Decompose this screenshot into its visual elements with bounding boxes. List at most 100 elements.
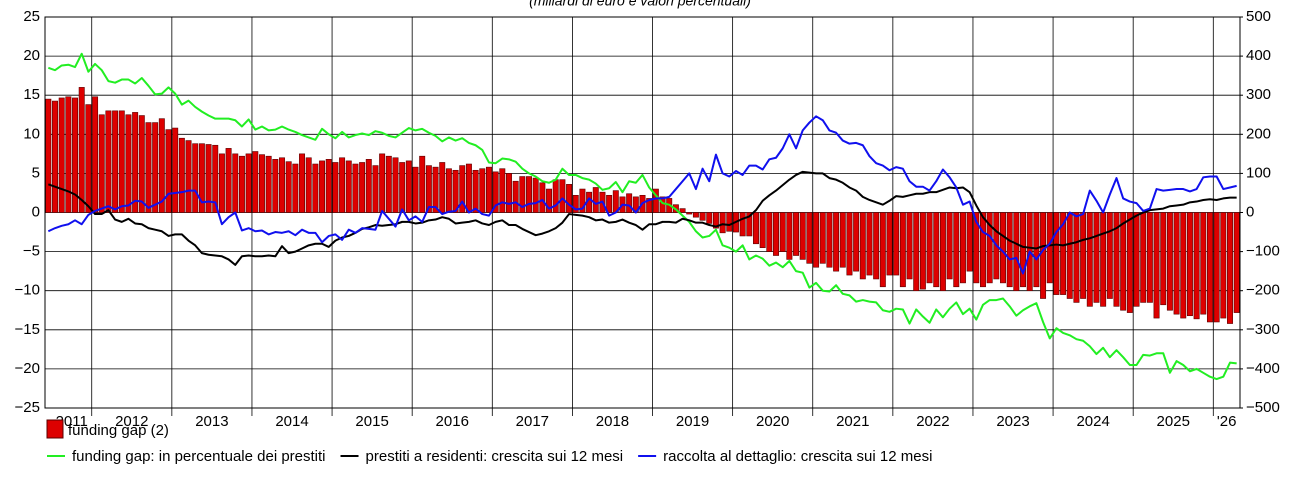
bar xyxy=(552,179,559,213)
bar xyxy=(1060,212,1067,295)
bar xyxy=(305,157,312,213)
bar xyxy=(479,168,486,213)
bar xyxy=(959,212,966,284)
y-tick-label: 25 xyxy=(23,8,40,25)
bar xyxy=(939,212,946,291)
bar xyxy=(926,212,933,284)
bar xyxy=(105,110,112,213)
bar xyxy=(1233,212,1240,313)
bar xyxy=(459,165,466,213)
bar xyxy=(946,212,953,280)
y-tick-label: −15 xyxy=(15,321,40,338)
bar xyxy=(559,179,566,213)
bar xyxy=(399,162,406,213)
bar xyxy=(953,212,960,288)
bar xyxy=(485,166,492,213)
bar xyxy=(252,151,259,213)
bar xyxy=(512,180,519,213)
bar xyxy=(492,171,499,213)
bar xyxy=(879,212,886,288)
bar xyxy=(1220,212,1227,319)
bar xyxy=(425,165,432,213)
x-tick-label: 2012 xyxy=(115,413,148,430)
x-tick-label: 2021 xyxy=(836,413,869,430)
bar xyxy=(853,212,860,272)
bar xyxy=(412,166,419,213)
bar xyxy=(472,169,479,213)
x-tick-label: 2016 xyxy=(436,413,469,430)
bar xyxy=(1180,212,1187,319)
bar xyxy=(65,96,72,213)
bar xyxy=(465,163,472,213)
y-tick-label: 10 xyxy=(23,125,40,142)
bar xyxy=(766,212,773,252)
x-tick-label: 2024 xyxy=(1076,413,1109,430)
x-tick-label: 2023 xyxy=(996,413,1029,430)
bar xyxy=(913,212,920,291)
bar xyxy=(699,212,706,221)
bar xyxy=(185,140,192,213)
legend-label: funding gap (2) xyxy=(68,422,169,439)
bar xyxy=(132,112,139,213)
bar xyxy=(692,212,699,218)
x-tick-label: 2014 xyxy=(275,413,308,430)
line xyxy=(47,115,1237,275)
bar xyxy=(1173,212,1180,315)
bar xyxy=(392,157,399,213)
bar xyxy=(299,153,305,213)
y2-tick-label: 300 xyxy=(1246,86,1271,103)
y-tick-label: 0 xyxy=(32,203,40,220)
bar xyxy=(218,153,225,213)
bar xyxy=(919,212,926,290)
bar xyxy=(1046,212,1053,284)
bar xyxy=(499,168,506,213)
bar xyxy=(279,157,285,213)
x-tick-label: 2025 xyxy=(1157,413,1190,430)
bar xyxy=(118,110,125,213)
bar xyxy=(339,157,346,213)
bar xyxy=(225,148,232,213)
bar xyxy=(652,188,659,213)
plot-frame xyxy=(44,16,1241,409)
x-tick-label: 2020 xyxy=(756,413,789,430)
bar xyxy=(312,163,319,213)
bar xyxy=(245,153,252,213)
bar xyxy=(1206,212,1213,323)
y-tick-label: −5 xyxy=(23,243,40,260)
bar xyxy=(72,97,79,213)
x-tick-label: 2013 xyxy=(195,413,228,430)
y2-tick-label: 200 xyxy=(1246,125,1271,142)
x-tick-label: 2011 xyxy=(56,413,88,430)
bar xyxy=(799,212,806,260)
bar xyxy=(365,159,372,213)
y2-tick-label: 100 xyxy=(1246,164,1271,181)
bar xyxy=(1073,212,1080,303)
bar xyxy=(1113,212,1120,307)
y2-tick-label: −400 xyxy=(1246,360,1280,377)
bar xyxy=(52,100,58,213)
bar xyxy=(1146,212,1153,303)
y-tick-label: −25 xyxy=(15,399,40,416)
bar xyxy=(319,160,326,213)
legend-label: raccolta al dettaglio: crescita sui 12 m… xyxy=(663,448,932,465)
bar xyxy=(519,176,526,213)
x-tick-label: 2022 xyxy=(916,413,949,430)
bar xyxy=(1033,212,1040,288)
bar xyxy=(1227,212,1233,324)
bar xyxy=(138,115,145,213)
y2-tick-label: −200 xyxy=(1246,282,1280,299)
bar xyxy=(746,212,753,237)
bar xyxy=(85,104,92,213)
bar xyxy=(646,198,653,213)
bar xyxy=(92,96,99,213)
bar xyxy=(292,163,299,213)
bar xyxy=(873,212,880,280)
bar xyxy=(726,212,733,232)
bar xyxy=(205,144,212,213)
bar xyxy=(452,169,459,213)
bar xyxy=(419,155,426,213)
bar xyxy=(172,127,179,213)
bar xyxy=(786,212,793,260)
bar xyxy=(572,194,579,213)
bar xyxy=(258,154,265,213)
